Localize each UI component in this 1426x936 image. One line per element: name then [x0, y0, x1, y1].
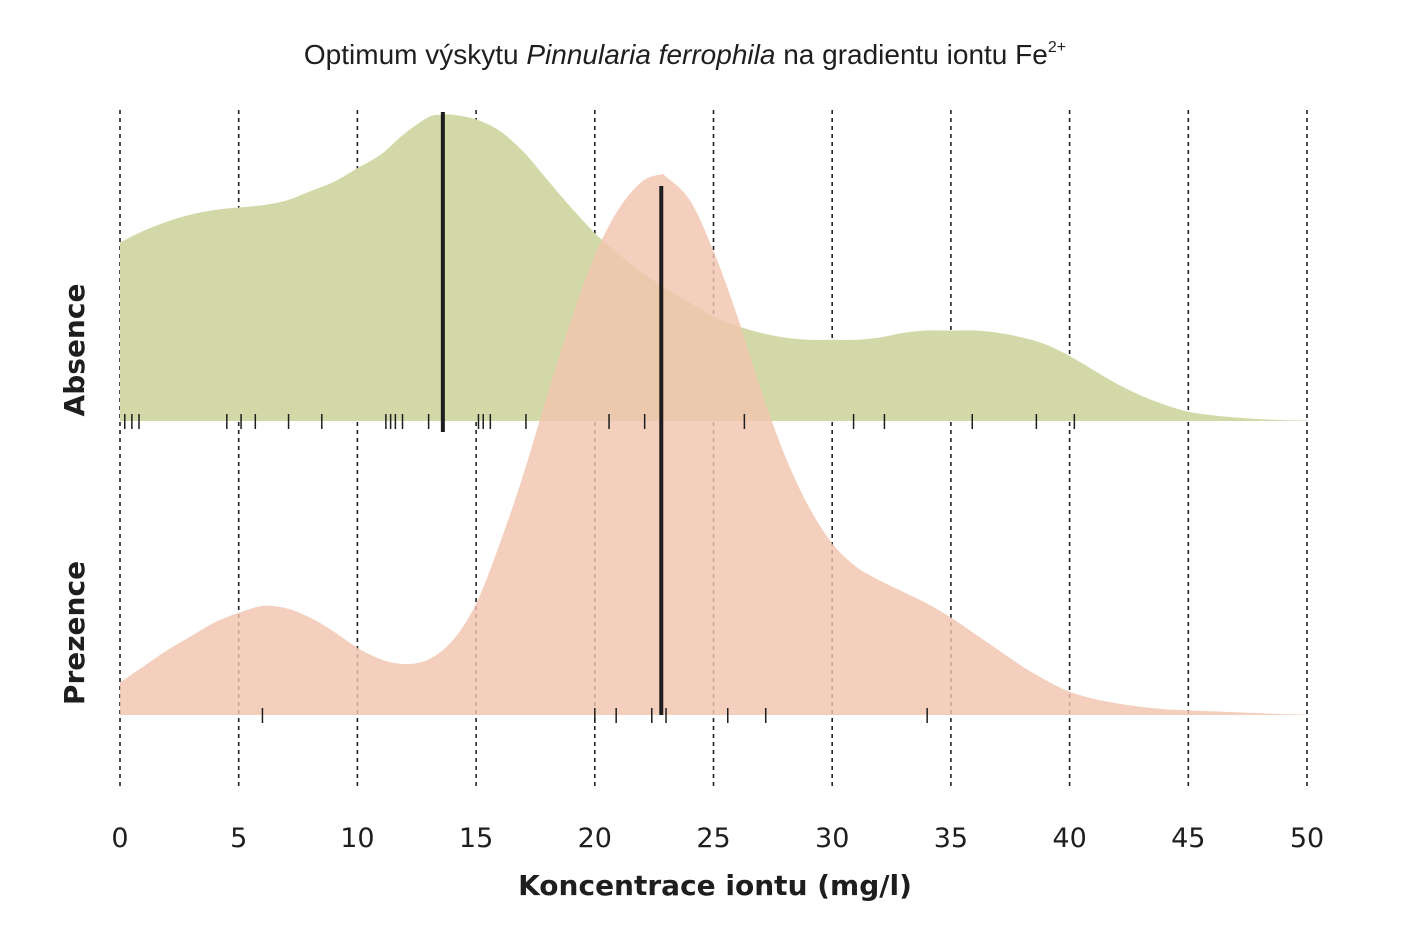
- x-tick-label-30: 30: [815, 823, 849, 854]
- x-axis-title: Koncentrace iontu (mg/l): [518, 869, 912, 902]
- x-tick-labels: 0 5 10 15 20 25 30 35 40 45 50: [111, 823, 1324, 854]
- x-tick-label-10: 10: [340, 823, 374, 854]
- series-labels: Absence Prezence: [58, 284, 91, 706]
- x-tick-label-5: 5: [230, 823, 247, 854]
- density-area-absence: [120, 114, 1307, 421]
- x-tick-label-40: 40: [1052, 823, 1086, 854]
- chart-title: Optimum výskytu Pinnularia ferrophila na…: [304, 39, 1066, 70]
- observation-rugs: [123, 414, 1076, 723]
- chart-title-species: Pinnularia ferrophila: [526, 39, 775, 70]
- x-tick-label-0: 0: [111, 823, 128, 854]
- x-tick-label-45: 45: [1171, 823, 1205, 854]
- x-tick-label-25: 25: [696, 823, 730, 854]
- series-label-absence: Absence: [58, 284, 91, 417]
- series-label-prezence: Prezence: [58, 561, 91, 705]
- x-tick-label-50: 50: [1290, 823, 1324, 854]
- median-lines: [440, 112, 664, 715]
- chart-title-prefix: Optimum výskytu: [304, 39, 526, 70]
- density-series: [120, 114, 1307, 716]
- x-tick-label-35: 35: [934, 823, 968, 854]
- x-tick-label-20: 20: [578, 823, 612, 854]
- chart-title-suffix: na gradientu iontu Fe: [775, 39, 1047, 70]
- chart-title-superscript: 2+: [1048, 39, 1066, 56]
- x-tick-label-15: 15: [459, 823, 493, 854]
- density-area-prezence: [120, 173, 1307, 716]
